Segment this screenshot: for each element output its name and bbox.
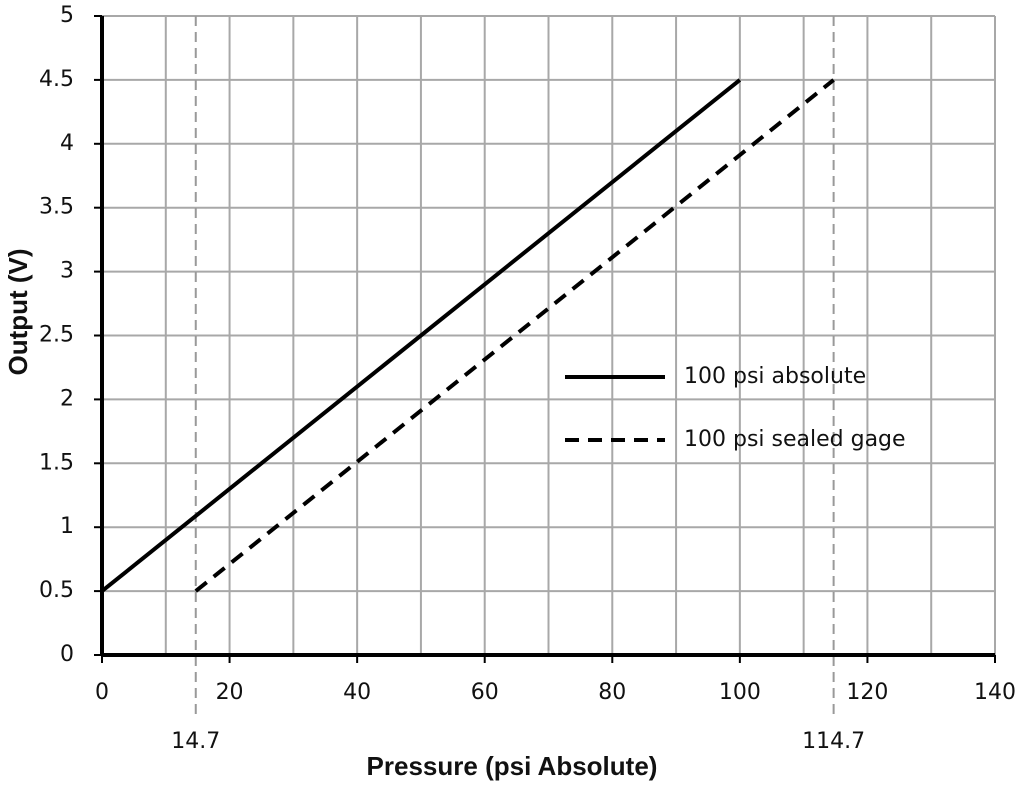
y-axis-title: Output (V) [3,248,33,375]
y-tick-label: 1 [60,514,74,539]
x-tick-label: 0 [95,680,109,705]
y-tick-label: 5 [60,3,74,28]
x-axis-title: Pressure (psi Absolute) [367,751,658,781]
x-tick-label: 120 [846,680,888,705]
y-tick-label: 0 [60,642,74,667]
y-tick-label: 2.5 [39,323,74,348]
x-tick-label: 20 [216,680,244,705]
legend-label: 100 psi absolute [684,364,866,389]
x-tick-label: 60 [471,680,499,705]
y-tick-label: 3 [60,259,74,284]
y-tick-label: 1.5 [39,450,74,475]
x-tick-label: 80 [598,680,626,705]
y-tick-label: 2 [60,386,74,411]
x-tick-label: 100 [719,680,761,705]
x-tick-label: 40 [343,680,371,705]
y-tick-label: 4 [60,131,74,156]
y-tick-label: 3.5 [39,195,74,220]
series-line [100,78,742,593]
x-tick-label: 140 [974,680,1016,705]
y-tick-label: 4.5 [39,67,74,92]
annotation-label: 14.7 [171,729,220,754]
y-tick-label: 0.5 [39,578,74,603]
legend-label: 100 psi sealed gage [684,427,906,452]
annotation-label: 114.7 [802,729,865,754]
